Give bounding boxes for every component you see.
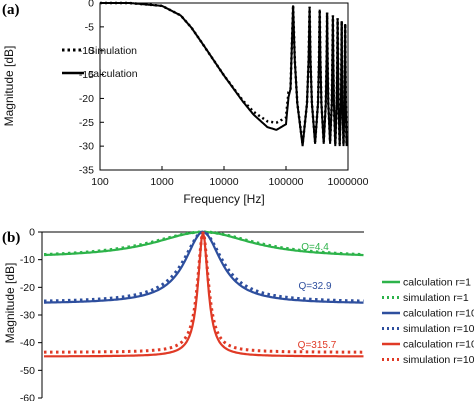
panel-a-x-tick-label: 10000 [209,176,238,188]
panel-b-y-tick-label: -30 [20,310,35,322]
panel-b-y-tick-label: -40 [20,337,35,349]
legend-label-calculation: calculation [88,68,138,80]
panel-b-series [43,230,364,358]
panel-b-y-tick-label: -60 [20,393,35,401]
panel-b-simulation-r-1-line [44,230,364,257]
legend-label-simulation-r-10: simulation r=10 [403,323,474,335]
panel-b-calculation-r-100-line [44,231,364,358]
panel-b-y-tick-label: 0 [29,227,35,239]
panel-b-ticks: 0 -10 -20 -30 -40 -50 -60 [20,227,42,401]
annotation-q-4-4: Q=4.4 [301,242,329,253]
panel-b-y-tick-label: -50 [20,365,35,377]
annotation-q-32-9: Q=32.9 [298,281,332,292]
panel-a-y-tick-label: -20 [79,93,94,105]
legend-label-simulation-r-100: simulation r=100 [403,354,474,366]
panel-b: (b) 0 -10 -20 -30 -40 -50 -60 Magnitude [dB] Q… [2,227,474,401]
panel-b-y-tick-label: -10 [20,254,35,266]
panel-a-y-tick-label: -25 [79,117,94,129]
panel-a-y-tick-label: -5 [85,21,94,33]
annotation-q-315-7: Q=315.7 [298,340,337,351]
panel-b-y-axis-label: Magnitude [dB] [3,263,17,344]
panel-a-y-tick-label: -10 [79,45,94,57]
legend-label-simulation: Simulation [88,45,137,57]
legend-label-simulation-r-1: simulation r=1 [403,292,469,304]
panel-b-simulation-r-10-line [44,230,364,303]
panel-b-label: (b) [2,230,20,246]
panel-a-series [100,1,348,147]
legend-label-calculation-r-10: calculation r=10 [403,308,474,320]
panel-a-simulation-line [100,1,348,145]
panel-b-y-tick-label: -20 [20,282,35,294]
panel-a-y-tick-label: 0 [88,0,94,10]
panel-a-label: (a) [2,2,20,18]
panel-a-x-tick-label: 100000 [268,176,303,188]
panel-b-legend: calculation r=1 simulation r=1 calculation… [382,277,474,366]
panel-a-x-axis-label: Frequency [Hz] [183,192,264,206]
legend-label-calculation-r-100: calculation r=100 [403,339,474,351]
panel-a-y-tick-label: -35 [79,165,94,177]
panel-a-x-tick-label: 100 [91,176,109,188]
panel-a-y-tick-label: -30 [79,141,94,153]
panel-a-y-axis-label: Magnitude [dB] [2,46,16,127]
legend-label-calculation-r-1: calculation r=1 [403,277,471,289]
panel-a-x-tick-label: 1000000 [328,176,369,188]
panel-a-x-tick-label: 1000 [150,176,174,188]
panel-a-legend: Simulation calculation [62,45,138,80]
